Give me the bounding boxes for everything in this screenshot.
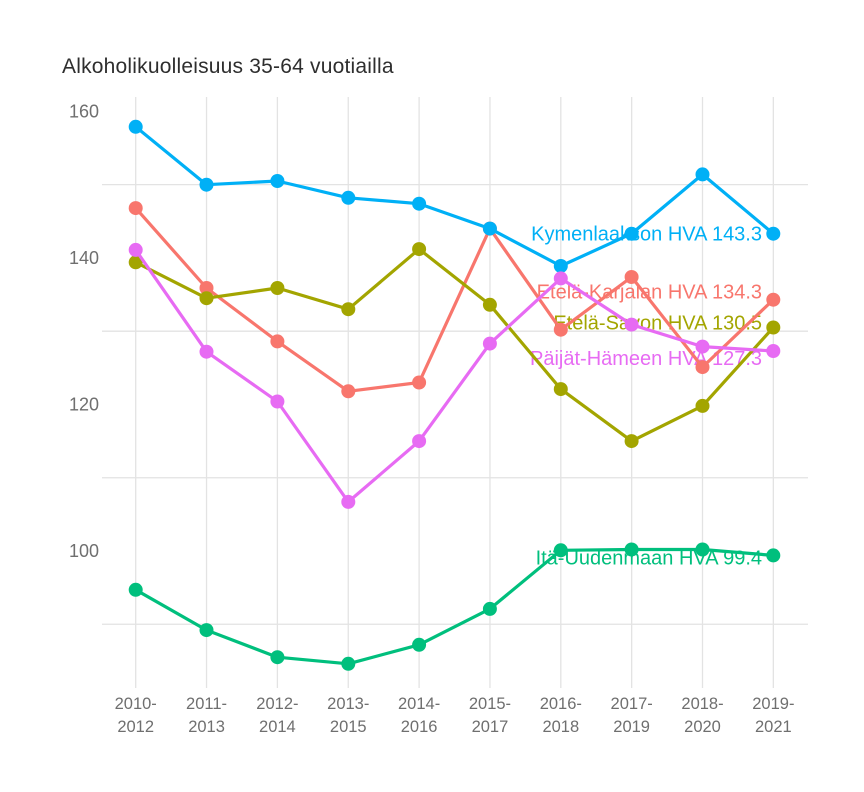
data-point [128,242,143,257]
data-point [270,394,285,409]
x-tick-label: 2018 [542,718,579,736]
data-point [482,297,497,312]
series-line [134,247,775,443]
data-point [482,601,497,616]
data-point [624,270,639,284]
data-point [766,226,781,241]
data-point [695,167,710,182]
x-tick-label: 2011- [186,695,227,713]
data-point [199,281,214,295]
data-point [128,582,143,597]
x-tick-label: 2013- [327,695,369,713]
data-point [553,271,568,286]
data-point [695,360,710,375]
x-tick-label: 2012 [117,718,154,736]
data-point [199,623,214,638]
data-point [270,174,285,188]
data-point [553,322,568,337]
x-tick-label: 2017- [611,695,653,713]
x-tick-label: 2014- [398,695,440,713]
y-tick-label: 100 [69,541,99,561]
data-point [553,543,568,558]
x-tick-label: 2018- [681,695,723,713]
data-point [766,344,781,358]
x-tick-label: 2016 [401,718,438,736]
data-point [482,221,497,236]
data-point [270,334,285,349]
series-line [134,125,775,268]
data-point [412,637,427,652]
x-tick-label: 2014 [259,718,296,736]
series-label: Etelä-Savon HVA 130.5 [553,313,762,335]
data-point [341,494,356,509]
x-tick-label: 2012- [256,695,298,713]
x-tick-label: 2016- [540,695,582,713]
data-point [766,292,781,307]
data-point [128,255,143,270]
series-label: Kymenlaakson HVA 143.3 [531,224,762,246]
data-point [341,656,356,671]
data-point [412,434,427,449]
data-point [766,320,781,335]
data-point [482,336,497,351]
x-tick-label: 2019 [613,718,650,736]
data-point [624,542,639,557]
data-point [553,259,568,273]
data-point [695,398,710,413]
data-point [412,196,427,211]
series-label: Päijät-Hämeen HVA 127.3 [530,348,762,370]
series-line [134,547,775,666]
data-point [199,177,214,192]
data-point [766,548,781,563]
data-point [624,434,639,449]
x-tick-label: 2015 [330,718,367,736]
data-point [199,291,214,306]
x-tick-label: 2021 [755,718,792,736]
data-point [341,190,356,205]
data-point [412,242,427,257]
x-tick-label: 2020 [684,718,721,736]
data-point [128,119,143,134]
data-point [270,281,285,295]
series-line [134,206,775,393]
y-tick-label: 120 [69,394,99,414]
data-point [128,201,143,216]
x-tick-label: 2015- [469,695,511,713]
y-tick-label: 140 [69,248,99,268]
data-point [624,317,639,332]
x-tick-label: 2013 [188,718,225,736]
data-point [199,344,214,359]
chart-title: Alkoholikuolleisuus 35-64 vuotiailla [62,55,394,78]
series-line [134,248,775,504]
data-point [624,226,639,241]
data-point [553,382,568,397]
x-tick-label: 2010- [115,695,157,713]
data-point [270,650,285,665]
data-point [341,384,356,399]
x-tick-label: 2017 [472,718,509,736]
data-point [341,302,356,317]
data-point [695,542,710,557]
x-tick-label: 2019- [752,695,794,713]
y-tick-label: 160 [69,101,99,121]
data-point [412,375,427,390]
data-point [695,339,710,354]
